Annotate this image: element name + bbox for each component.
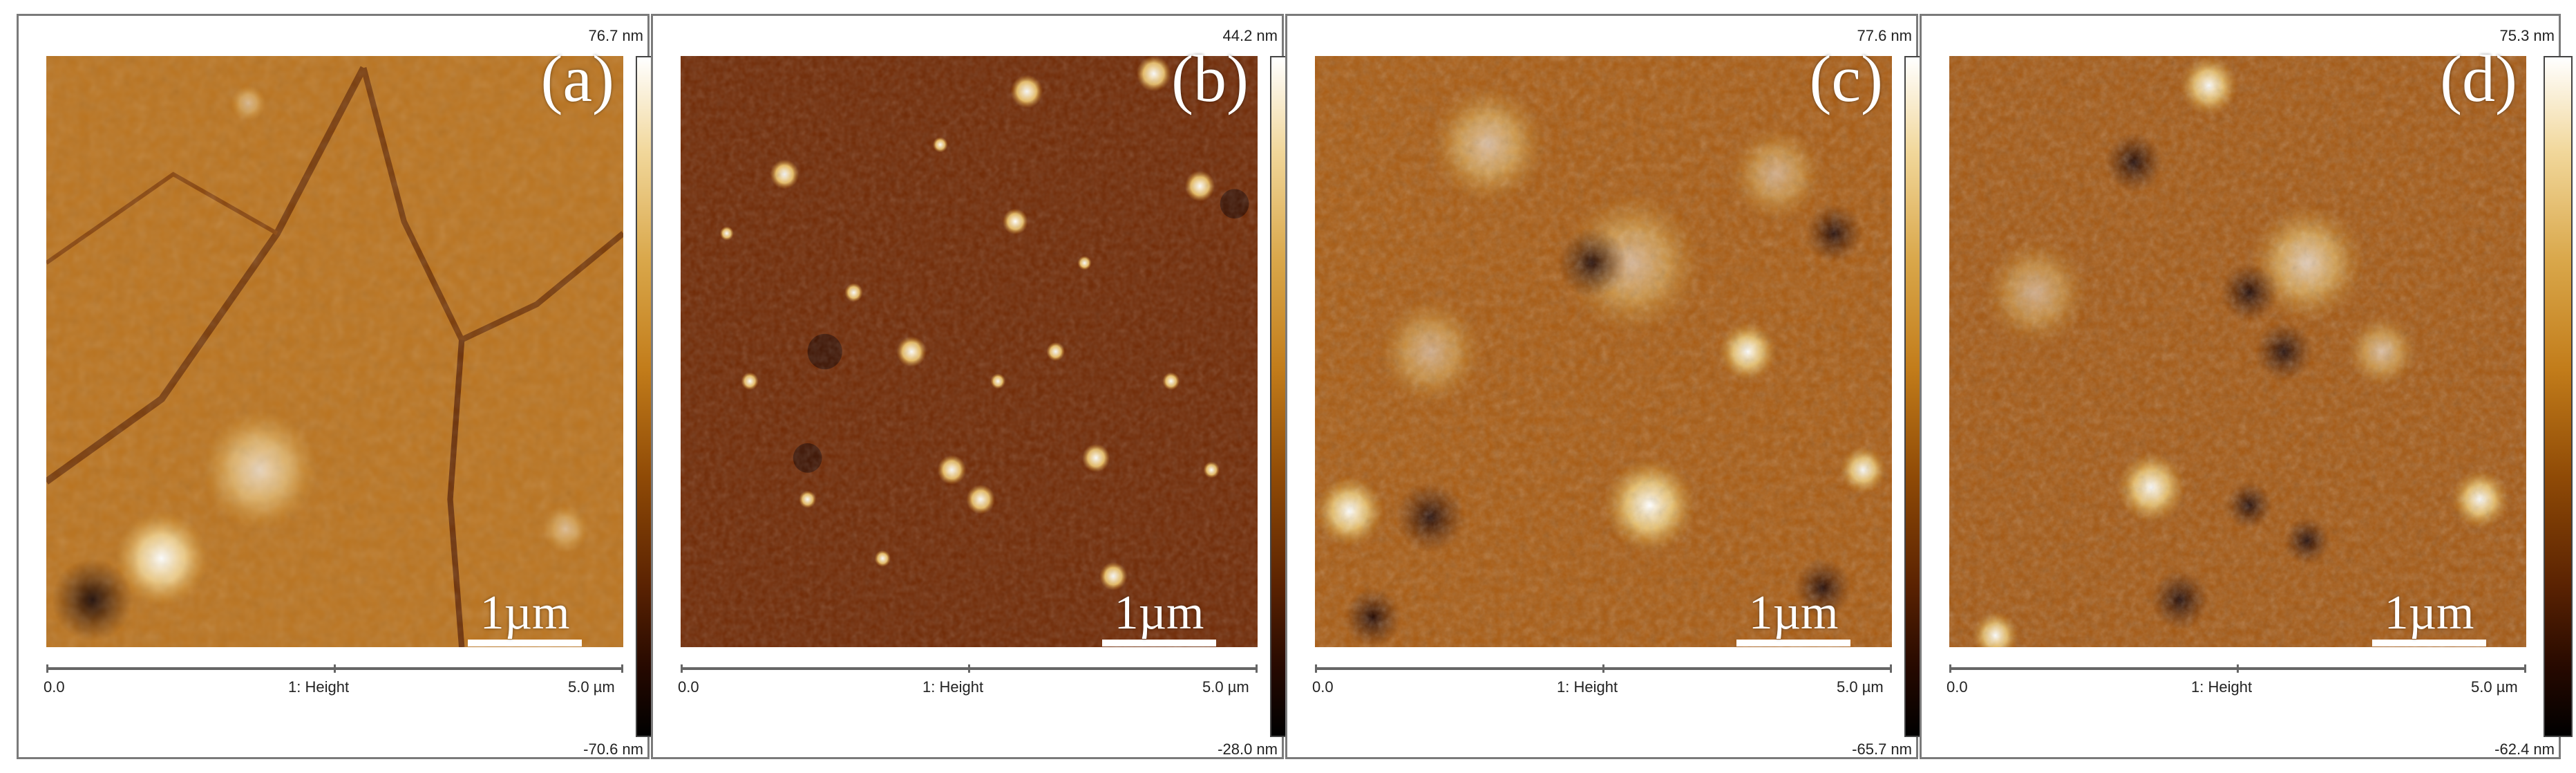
colorbar-min-b: -28.0 nm: [1218, 741, 1278, 758]
scale-bar-d: 1µm: [2372, 588, 2486, 646]
panel-c: (c) 1µm 0.0 1: Height 5.0 µm 77.6 nm -65…: [1285, 14, 1933, 759]
scale-bar-label-c: 1µm: [1748, 586, 1839, 640]
x-axis-start-c: 0.0: [1312, 678, 1334, 696]
panel-b: (b) 1µm 0.0 1: Height 5.0 µm 44.2 nm -28…: [651, 14, 1299, 759]
colorbar-max-b: 44.2 nm: [1222, 27, 1278, 44]
panel-label-b: (b): [1171, 41, 1249, 115]
scale-bar-line-a: [468, 640, 582, 646]
afm-image-d: [1949, 56, 2526, 647]
panel-label-c: (c): [1809, 41, 1883, 115]
scale-bar-line-b: [1102, 640, 1216, 646]
colorbar-max-c: 77.6 nm: [1857, 27, 1913, 44]
channel-label-d: 1: Height: [2191, 678, 2253, 696]
afm-image-a: [46, 56, 623, 647]
panel-a: (a) 1µm 0.0 1: Height 5.0 µm 76.7 nm -70…: [17, 14, 665, 759]
colorbar-d: [2544, 56, 2573, 737]
x-axis-b: [681, 664, 1258, 673]
channel-label-a: 1: Height: [288, 678, 350, 696]
x-axis-d: [1949, 664, 2526, 673]
colorbar-min-d: -62.4 nm: [2494, 741, 2555, 758]
channel-label-b: 1: Height: [922, 678, 984, 696]
afm-image-b: [681, 56, 1258, 647]
x-axis-end-c: 5.0 µm: [1837, 678, 1884, 696]
colorbar-max-d: 75.3 nm: [2499, 27, 2555, 44]
panel-d: (d) 1µm 0.0 1: Height 5.0 µm 75.3 nm -62…: [1920, 14, 2573, 759]
scale-bar-line-d: [2372, 640, 2486, 646]
channel-label-c: 1: Height: [1557, 678, 1618, 696]
panel-label-a: (a): [540, 41, 614, 115]
scale-bar-a: 1µm: [468, 588, 582, 646]
scale-bar-label-b: 1µm: [1114, 586, 1204, 640]
x-axis-start-a: 0.0: [44, 678, 65, 696]
x-axis-end-d: 5.0 µm: [2471, 678, 2518, 696]
scale-bar-label-a: 1µm: [480, 586, 570, 640]
colorbar-min-a: -70.6 nm: [583, 741, 643, 758]
scale-bar-line-c: [1736, 640, 1850, 646]
panel-label-d: (d): [2440, 41, 2517, 115]
x-axis-a: [46, 664, 623, 673]
afm-image-c: [1315, 56, 1892, 647]
x-axis-start-b: 0.0: [678, 678, 699, 696]
scale-bar-c: 1µm: [1736, 588, 1850, 646]
x-axis-end-a: 5.0 µm: [568, 678, 615, 696]
scale-bar-b: 1µm: [1102, 588, 1216, 646]
colorbar-min-c: -65.7 nm: [1852, 741, 1912, 758]
x-axis-end-b: 5.0 µm: [1202, 678, 1249, 696]
scale-bar-label-d: 1µm: [2384, 586, 2474, 640]
colorbar-max-a: 76.7 nm: [588, 27, 644, 44]
x-axis-c: [1315, 664, 1892, 673]
x-axis-start-d: 0.0: [1947, 678, 1968, 696]
